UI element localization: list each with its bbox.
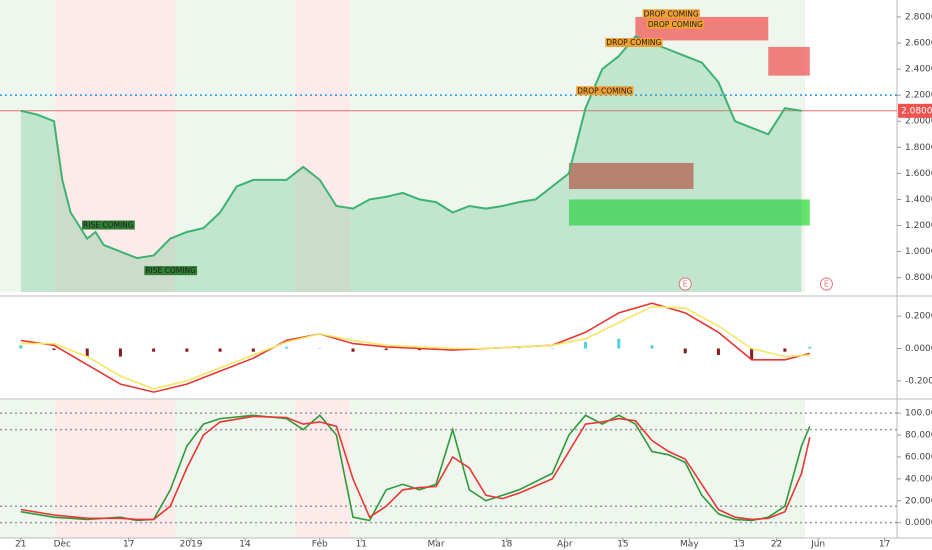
series-line <box>20 305 810 390</box>
price-area <box>20 36 802 292</box>
histogram-bar <box>185 348 189 352</box>
y-tick-label: 2.6000 <box>905 39 932 49</box>
annotation-box <box>144 266 198 276</box>
zone <box>768 46 810 76</box>
histogram-bar <box>783 348 787 352</box>
series-line <box>20 415 811 521</box>
x-tick-label: 15 <box>617 540 628 550</box>
y-tick-label: 0.8000 <box>905 273 932 283</box>
histogram-bar <box>318 348 322 349</box>
x-tick-label: 18 <box>501 540 513 550</box>
histogram-bar <box>285 346 289 349</box>
histogram-bar <box>52 348 56 351</box>
histogram-bar <box>750 348 754 360</box>
histogram-bar <box>716 348 720 355</box>
x-tick-label: 22 <box>771 540 782 550</box>
last-price-label: 2.0800 <box>901 106 932 116</box>
histogram-bar <box>808 346 812 349</box>
session-shading <box>0 0 805 538</box>
y-tick-label: 1.6000 <box>905 169 932 179</box>
x-tick-label: May <box>680 540 699 550</box>
series-line <box>20 35 802 260</box>
x-tick-label: 11 <box>356 540 367 550</box>
event-label: E <box>824 280 829 289</box>
histogram-bar <box>251 348 255 352</box>
zone <box>568 199 810 226</box>
histogram-bar <box>19 345 23 349</box>
annotation-box <box>646 19 705 29</box>
histogram-bar <box>550 348 554 349</box>
y-tick-label: 1.8000 <box>905 143 932 153</box>
x-tick-label: 2019 <box>180 540 203 550</box>
annotation-box <box>642 9 700 19</box>
y-tick-label: 1.4000 <box>905 195 932 205</box>
x-tick-label: Feb <box>312 540 328 550</box>
annotation-box <box>605 38 663 48</box>
event-label: E <box>683 280 688 289</box>
annotation-box <box>82 220 135 230</box>
histogram-bar <box>517 348 521 349</box>
x-tick-label: 21 <box>15 540 26 550</box>
histogram-bar <box>650 345 654 349</box>
zone <box>568 162 694 190</box>
histogram-bar <box>351 348 355 352</box>
histogram-bar <box>683 348 687 354</box>
y-tick-label: 2.4000 <box>905 65 932 75</box>
x-tick-label: Apr <box>557 540 573 550</box>
event-marker <box>678 277 692 291</box>
histogram-bar <box>218 348 222 352</box>
series-line <box>20 414 811 522</box>
x-tick-label: Dec <box>54 540 71 550</box>
x-tick-label: 13 <box>733 540 744 550</box>
histogram-bar <box>152 348 156 352</box>
y-tick-label: 2.8000 <box>905 12 932 22</box>
event-marker <box>819 277 833 291</box>
histogram-bar <box>85 348 89 357</box>
x-tick-label: 17 <box>879 540 890 550</box>
x-tick-label: 14 <box>239 540 251 550</box>
annotation: DROP COMING <box>648 20 703 29</box>
annotation: DROP COMING <box>606 38 661 47</box>
last-price-box <box>898 103 932 118</box>
x-tick-label: 17 <box>123 540 134 550</box>
annotation-box <box>576 86 634 96</box>
annotation: RISE COMING <box>83 221 134 230</box>
annotation: DROP COMING <box>577 86 632 95</box>
x-tick-label: Mar <box>428 540 445 550</box>
histogram-bar <box>384 348 388 351</box>
histogram-bar <box>417 348 421 351</box>
annotation: DROP COMING <box>644 9 699 18</box>
histogram-bar <box>118 348 122 357</box>
histogram-bar <box>584 342 588 349</box>
histogram-bar <box>617 338 621 349</box>
x-tick-label: Jun <box>810 540 825 550</box>
series-line <box>20 302 810 393</box>
annotation: RISE COMING <box>145 266 196 275</box>
